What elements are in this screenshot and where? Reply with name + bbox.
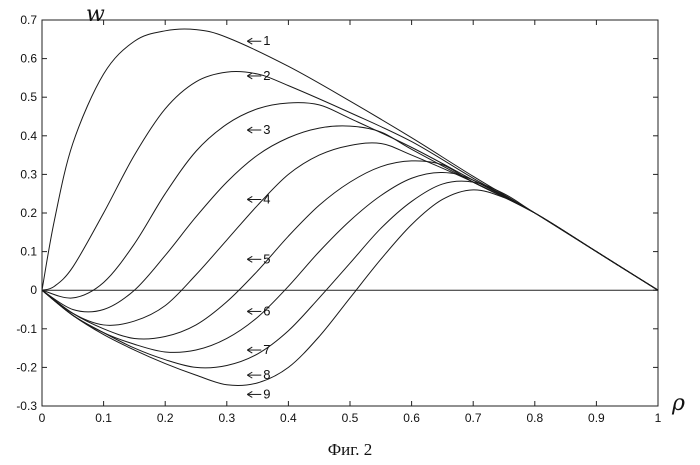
- x-tick-label: 0.8: [526, 411, 543, 425]
- y-tick-label: 0.2: [20, 206, 37, 220]
- x-tick-label: 0.6: [403, 411, 420, 425]
- x-tick-label: 1: [655, 411, 662, 425]
- y-tick-label: 0.3: [20, 167, 37, 181]
- curve-label-5: 5: [263, 251, 270, 266]
- curve-2: [42, 72, 658, 291]
- curve-label-7: 7: [263, 342, 270, 357]
- y-tick-label: 0.7: [20, 13, 37, 27]
- x-tick-label: 0.4: [280, 411, 297, 425]
- y-tick-label: -0.2: [16, 360, 37, 374]
- x-tick-label: 0: [39, 411, 46, 425]
- y-axis-label: w: [86, 2, 105, 27]
- curve-label-3: 3: [263, 122, 270, 137]
- figure-caption: Фиг. 2: [328, 440, 373, 459]
- x-axis-label: ρ: [671, 391, 685, 416]
- x-tick-label: 0.1: [95, 411, 112, 425]
- y-tick-label: 0.1: [20, 245, 37, 259]
- y-tick-label: 0.5: [20, 90, 37, 104]
- x-tick-label: 0.5: [342, 411, 359, 425]
- curve-label-2: 2: [263, 68, 270, 83]
- curve-4: [42, 126, 658, 312]
- y-tick-label: -0.1: [16, 322, 37, 336]
- curve-6: [42, 161, 658, 339]
- y-tick-label: 0.6: [20, 52, 37, 66]
- curve-3: [42, 103, 658, 298]
- curve-label-8: 8: [263, 367, 270, 382]
- y-tick-label: 0.4: [20, 129, 37, 143]
- y-tick-label: 0: [30, 283, 37, 297]
- curve-label-9: 9: [263, 386, 270, 401]
- curve-label-6: 6: [263, 303, 270, 318]
- x-tick-label: 0.7: [465, 411, 482, 425]
- x-tick-label: 0.2: [157, 411, 174, 425]
- curve-8: [42, 181, 658, 368]
- y-tick-label: -0.3: [16, 399, 37, 413]
- curve-1: [42, 29, 658, 290]
- x-tick-label: 0.3: [218, 411, 235, 425]
- curve-7: [42, 172, 658, 352]
- curve-label-1: 1: [263, 33, 270, 48]
- x-tick-label: 0.9: [588, 411, 605, 425]
- curve-label-4: 4: [263, 191, 270, 206]
- curve-9: [42, 190, 658, 386]
